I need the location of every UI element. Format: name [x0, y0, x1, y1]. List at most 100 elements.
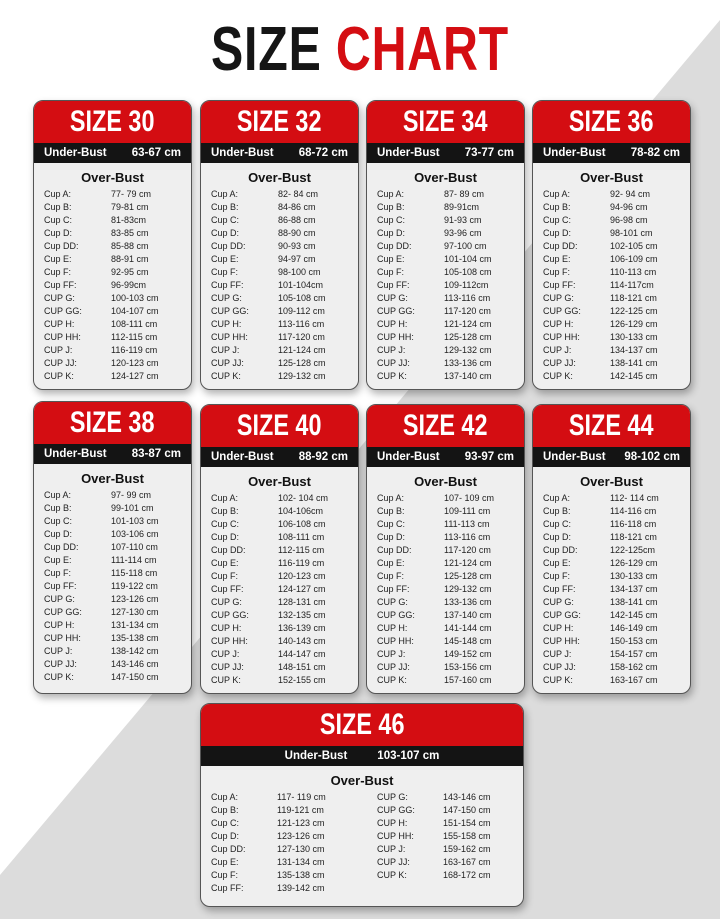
cup-row: Cup DD: 122-125cm — [543, 544, 680, 557]
cup-label: CUP HH: — [377, 332, 414, 342]
over-bust-range: 138-141 cm — [610, 358, 658, 368]
over-bust-range: 119-121 cm — [277, 805, 324, 815]
over-bust-range: 157-160 cm — [444, 675, 492, 685]
over-bust-range: 99-101 cm — [111, 503, 154, 513]
over-bust-range: 149-152 cm — [444, 649, 492, 659]
cup-row: Cup E: 131-134 cm — [211, 856, 347, 869]
over-bust-range: 113-116 cm — [444, 293, 491, 303]
over-bust-range: 115-118 cm — [111, 568, 158, 578]
cup-label: Cup A: — [543, 493, 571, 503]
over-bust-range: 158-162 cm — [610, 662, 658, 672]
over-bust-range: 126-129 cm — [610, 319, 658, 329]
cup-row: CUP H: 113-116 cm — [211, 318, 348, 331]
cup-label: Cup D: — [211, 532, 240, 542]
cup-label: CUP G: — [543, 597, 574, 607]
cup-label: Cup E: — [543, 558, 571, 568]
under-bust-bar: Under-Bust 63-67 cm — [34, 143, 191, 163]
over-bust-range: 109-112cm — [444, 280, 489, 290]
cup-label: Cup DD: — [543, 241, 578, 251]
over-bust-range: 138-142 cm — [111, 646, 159, 656]
title-word-size: SIZE — [211, 15, 322, 84]
cup-row: Cup F: 130-133 cm — [543, 570, 680, 583]
size-name: SIZE 30 — [70, 105, 155, 138]
size-name: SIZE 42 — [403, 409, 488, 442]
over-bust-heading: Over-Bust — [414, 474, 477, 489]
cup-row: Cup FF: 124-127 cm — [211, 583, 348, 596]
cup-row: Cup F: 105-108 cm — [377, 266, 514, 279]
size-header: SIZE 36 — [533, 101, 690, 143]
cup-row: Cup D: 123-126 cm — [211, 830, 347, 843]
cup-label: Cup DD: — [543, 545, 578, 555]
over-bust-range: 148-151 cm — [278, 662, 326, 672]
page-title: SIZE CHART — [0, 14, 720, 85]
size-card: SIZE 30 Under-Bust 63-67 cm Over-Bust Cu… — [33, 100, 192, 390]
cup-label: Cup A: — [377, 493, 405, 503]
cup-row: Cup D: 118-121 cm — [543, 531, 680, 544]
cup-row: CUP K: 147-150 cm — [44, 671, 181, 684]
size-card: SIZE 46 Under-Bust 103-107 cm Over-Bust … — [200, 703, 524, 907]
cup-row: Cup E: 121-124 cm — [377, 557, 514, 570]
cup-label: Cup B: — [211, 506, 239, 516]
over-bust-range: 111-114 cm — [111, 555, 157, 565]
cup-label: CUP H: — [377, 623, 408, 633]
cup-label: Cup B: — [44, 503, 72, 513]
over-bust-range: 93-96 cm — [444, 228, 482, 238]
cup-label: CUP GG: — [211, 306, 249, 316]
cup-row: Cup FF: 114-117cm — [543, 279, 680, 292]
cup-row: Cup A: 102- 104 cm — [211, 492, 348, 505]
cup-row: CUP JJ: 153-156 cm — [377, 661, 514, 674]
over-bust-heading: Over-Bust — [414, 170, 477, 185]
cup-label: CUP HH: — [377, 636, 414, 646]
cup-label: CUP HH: — [543, 332, 580, 342]
cup-row: Cup FF: 134-137 cm — [543, 583, 680, 596]
cup-label: Cup FF: — [211, 280, 244, 290]
cup-row: Cup A: 112- 114 cm — [543, 492, 680, 505]
over-bust-range: 127-130 cm — [111, 607, 159, 617]
cup-row: CUP HH: 155-158 cm — [377, 830, 513, 843]
over-bust-range: 124-127 cm — [278, 584, 326, 594]
over-bust-range: 103-106 cm — [111, 529, 159, 539]
cup-row: CUP GG: 142-145 cm — [543, 609, 680, 622]
cup-row: Cup A: 87- 89 cm — [377, 188, 514, 201]
over-bust-range: 87- 89 cm — [444, 189, 485, 199]
cup-row: Cup E: 126-129 cm — [543, 557, 680, 570]
cup-row: CUP J: 134-137 cm — [543, 344, 680, 357]
over-bust-range: 88-91 cm — [111, 254, 149, 264]
cup-row: CUP HH: 125-128 cm — [377, 331, 514, 344]
over-bust-range: 122-125 cm — [610, 306, 658, 316]
size-header: SIZE 32 — [201, 101, 358, 143]
cup-label: Cup DD: — [211, 241, 246, 251]
over-bust-range: 168-172 cm — [443, 870, 491, 880]
cup-row: CUP J: 154-157 cm — [543, 648, 680, 661]
over-bust-range: 129-132 cm — [444, 345, 492, 355]
cup-row: Cup F: 115-118 cm — [44, 567, 181, 580]
cup-label: CUP JJ: — [211, 662, 244, 672]
size-header: SIZE 42 — [367, 405, 524, 447]
cup-label: Cup F: — [211, 571, 239, 581]
cup-label: CUP GG: — [377, 306, 415, 316]
cup-label: CUP G: — [211, 293, 242, 303]
cup-label: CUP J: — [377, 345, 406, 355]
over-bust-range: 92- 94 cm — [610, 189, 651, 199]
cup-label: Cup E: — [44, 254, 72, 264]
over-bust-range: 113-116 cm — [278, 319, 325, 329]
cup-row: CUP JJ: 120-123 cm — [44, 357, 181, 370]
cup-label: CUP GG: — [543, 306, 581, 316]
cup-row: Cup DD: 90-93 cm — [211, 240, 348, 253]
over-bust-range: 131-134 cm — [111, 620, 159, 630]
cup-label: Cup B: — [377, 506, 405, 516]
under-bust-bar: Under-Bust 103-107 cm — [201, 746, 523, 766]
over-bust-range: 137-140 cm — [444, 610, 492, 620]
cup-row: Cup D: 93-96 cm — [377, 227, 514, 240]
cup-row: CUP J: 121-124 cm — [211, 344, 348, 357]
cup-label: CUP J: — [44, 646, 73, 656]
cup-row: Cup B: 89-91cm — [377, 201, 514, 214]
cup-label: Cup E: — [377, 254, 405, 264]
cup-row: CUP HH: 117-120 cm — [211, 331, 348, 344]
over-bust-range: 90-93 cm — [278, 241, 316, 251]
cup-row: CUP GG: 122-125 cm — [543, 305, 680, 318]
over-bust-range: 152-155 cm — [278, 675, 326, 685]
over-bust-range: 108-111 cm — [278, 532, 325, 542]
size-card: SIZE 40 Under-Bust 88-92 cm Over-Bust Cu… — [200, 404, 359, 694]
over-bust-range: 143-146 cm — [111, 659, 159, 669]
